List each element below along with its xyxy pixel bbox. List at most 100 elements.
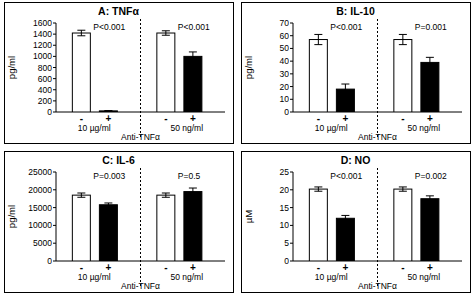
error-bar [189, 188, 197, 195]
error-bar [162, 31, 170, 35]
y-tick-label: 30 [280, 69, 290, 79]
x-axis-label: Anti-TNFα [121, 281, 160, 291]
p-value: P=0.003 [93, 171, 125, 181]
panel: C: IL-6pg/ml0500010000150002000025000-+-… [5, 152, 234, 293]
y-tick-label: 1200 [33, 40, 52, 50]
bar [309, 189, 327, 261]
y-tick-label: 70 [280, 18, 290, 28]
y-tick-label: 20 [280, 185, 290, 195]
error-bar [426, 196, 434, 202]
bar [72, 33, 90, 112]
y-tick-label: 0 [284, 256, 289, 266]
panel-title: A: TNFα [98, 5, 139, 17]
bar [336, 218, 354, 261]
panel-frame [242, 3, 471, 144]
y-axis [56, 172, 57, 261]
y-axis [293, 23, 294, 112]
x-axis-label: Anti-TNFα [358, 132, 397, 142]
error-bar [104, 110, 112, 112]
bar [157, 195, 175, 261]
bar [157, 33, 175, 112]
error-bar [314, 187, 322, 191]
panel-title: C: IL-6 [102, 154, 135, 166]
y-tick-label: 20000 [28, 185, 52, 195]
y-tick-label: 10 [280, 94, 290, 104]
bar [72, 195, 90, 261]
bar [309, 40, 327, 112]
panel-title: B: IL-10 [336, 5, 375, 17]
group-label: 50 ng/ml [407, 123, 440, 133]
y-tick-label: 25000 [28, 167, 52, 177]
error-bar [399, 34, 407, 44]
y-tick-label: 1000 [33, 51, 52, 61]
group-divider [377, 168, 378, 287]
x-axis-label: Anti-TNFα [358, 281, 397, 291]
group-label: 10 µg/ml [315, 123, 348, 133]
error-bar [77, 193, 85, 197]
y-tick-label: 50 [280, 43, 290, 53]
y-tick-label: 5000 [33, 238, 52, 248]
panel: A: TNFαpg/ml0200400600800100012001400160… [5, 3, 234, 144]
bar [394, 40, 412, 112]
x-tick-label: - [401, 262, 404, 273]
x-tick-label: - [164, 113, 167, 124]
bar [394, 189, 412, 261]
error-bar [399, 187, 407, 191]
p-value: P<0.001 [93, 22, 125, 32]
bar [99, 111, 117, 112]
panel-title: D: NO [341, 154, 371, 166]
y-tick-label: 800 [38, 63, 52, 73]
group-label: 50 ng/ml [170, 123, 203, 133]
y-tick-label: 40 [280, 56, 290, 66]
y-tick-label: 0 [47, 256, 52, 266]
p-value: P<0.001 [330, 171, 362, 181]
group-label: 50 ng/ml [170, 272, 203, 282]
error-bar [341, 84, 349, 94]
y-tick-label: 10000 [28, 220, 52, 230]
bars [309, 34, 439, 112]
error-bar [314, 34, 322, 44]
y-tick-label: 15 [280, 203, 290, 213]
error-bar [162, 193, 170, 197]
error-bar [104, 203, 112, 207]
error-bar [426, 57, 434, 67]
x-tick-label: - [401, 113, 404, 124]
y-axis-label: pg/ml [6, 205, 17, 228]
y-tick-label: 200 [38, 96, 52, 106]
p-value: P<0.001 [178, 22, 210, 32]
bar [184, 56, 202, 112]
panel: B: IL-10pg/ml010203040506070-+-+10 µg/ml… [242, 3, 471, 144]
x-tick-label: - [164, 262, 167, 273]
bars [72, 188, 202, 261]
bar [99, 205, 117, 261]
bar [184, 192, 202, 261]
figure: A: TNFαpg/ml0200400600800100012001400160… [0, 0, 474, 294]
group-label: 50 ng/ml [407, 272, 440, 282]
y-axis-label: pg/ml [243, 56, 254, 79]
y-tick-label: 1400 [33, 29, 52, 39]
y-axis [293, 172, 294, 261]
panel-frame [242, 152, 471, 293]
group-label: 10 µg/ml [315, 272, 348, 282]
x-axis-label: Anti-TNFα [121, 132, 160, 142]
y-tick-label: 600 [38, 74, 52, 84]
y-tick-label: 10 [280, 220, 290, 230]
y-tick-label: 400 [38, 85, 52, 95]
p-value: P=0.001 [415, 22, 447, 32]
panel: D: NOµM0510152025-+-+10 µg/ml50 ng/mlAnt… [242, 152, 471, 293]
group-divider [377, 19, 378, 138]
y-axis [56, 23, 57, 112]
p-value: P=0.5 [178, 171, 201, 181]
y-tick-label: 20 [280, 82, 290, 92]
y-tick-label: 0 [47, 107, 52, 117]
y-tick-label: 0 [284, 107, 289, 117]
panel-frame [5, 152, 234, 293]
y-tick-label: 15000 [28, 203, 52, 213]
group-label: 10 µg/ml [78, 123, 111, 133]
p-value: P<0.001 [330, 22, 362, 32]
p-value: P=0.002 [415, 171, 447, 181]
bar [421, 199, 439, 261]
bars [72, 30, 202, 112]
group-label: 10 µg/ml [78, 272, 111, 282]
error-bar [189, 52, 197, 61]
